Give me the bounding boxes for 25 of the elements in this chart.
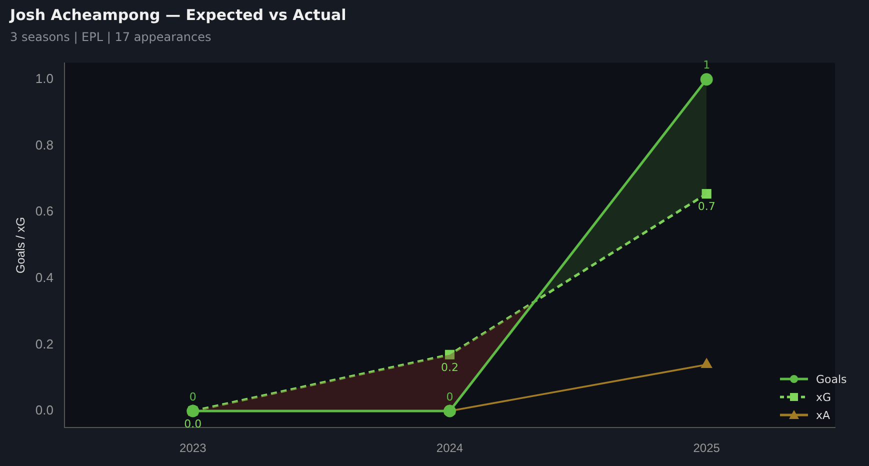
point [700, 73, 713, 86]
y-tick-label: 0.2 [35, 336, 54, 352]
y-tick-label: 0.0 [35, 402, 54, 418]
data-label: 0 [446, 390, 454, 404]
chart-title: Josh Acheampong — Expected vs Actual [10, 6, 346, 24]
data-label: 0 [189, 390, 196, 404]
data-label: 0.0 [184, 417, 202, 430]
data-label: 0.2 [440, 361, 458, 374]
data-label: 0.7 [698, 200, 716, 214]
legend-label: xG [816, 390, 832, 404]
y-tick-label: 0.4 [35, 270, 54, 285]
legend-label: Goals [816, 372, 847, 386]
legend-label: xA [816, 408, 830, 422]
x-tick-label: 2023 [180, 441, 207, 456]
y-tick-label: 1.0 [35, 70, 54, 86]
x-tick-label: 2025 [693, 441, 720, 456]
data-label: 1 [703, 58, 710, 72]
chart-subtitle: 3 seasons | EPL | 17 appearances [10, 30, 212, 44]
y-tick-label: 0.8 [35, 137, 54, 152]
point [444, 350, 455, 360]
point [702, 189, 712, 199]
x-tick-label: 2024 [436, 441, 464, 456]
point [443, 404, 456, 418]
y-axis-title: Goals / xG [14, 216, 28, 274]
y-tick-label: 0.6 [35, 204, 54, 219]
